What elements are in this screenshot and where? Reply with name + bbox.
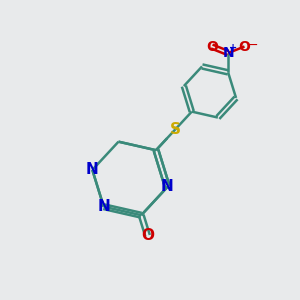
Text: O: O xyxy=(238,40,250,53)
Text: N: N xyxy=(222,46,234,60)
Text: +: + xyxy=(230,43,238,53)
Text: N: N xyxy=(86,162,99,177)
Text: −: − xyxy=(248,38,258,52)
Text: N: N xyxy=(161,179,174,194)
Text: O: O xyxy=(141,228,154,243)
Text: N: N xyxy=(97,199,110,214)
Text: S: S xyxy=(170,122,181,137)
Text: O: O xyxy=(206,40,218,53)
